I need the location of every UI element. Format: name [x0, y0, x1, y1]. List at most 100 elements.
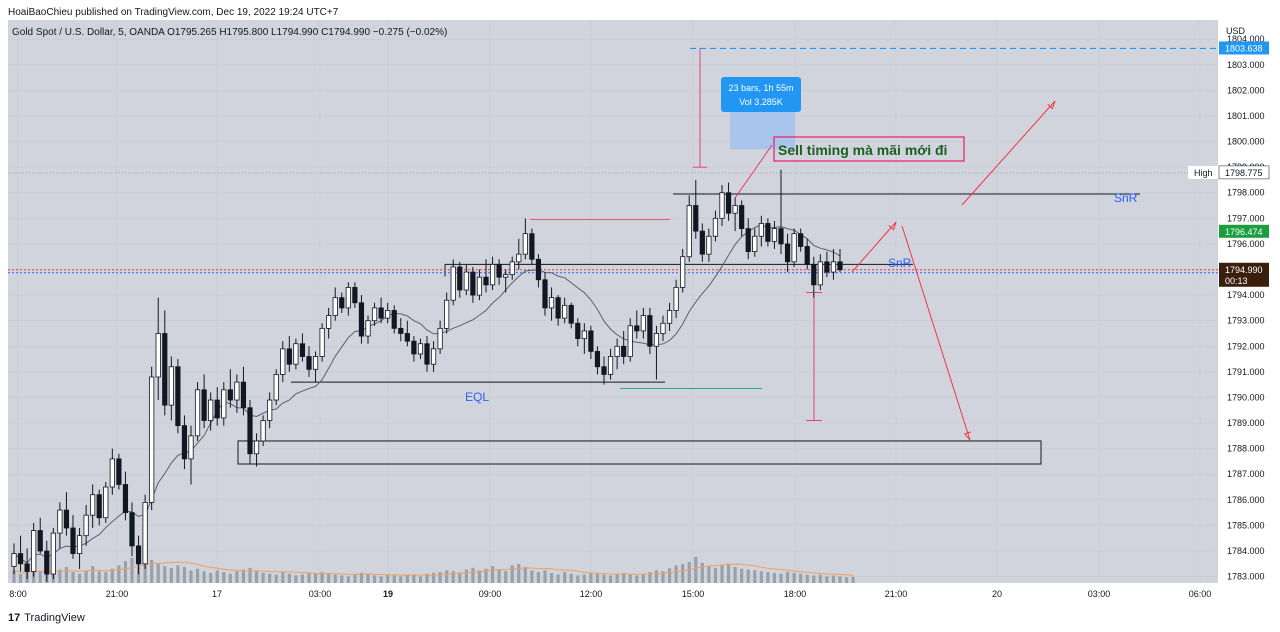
volume-bar [517, 564, 521, 583]
candle-body [24, 563, 30, 572]
candle-body [404, 333, 410, 342]
time-axis[interactable] [0, 583, 1218, 605]
candle-body [483, 276, 489, 286]
candle-body [555, 297, 561, 319]
y-tick-label: 1800.000 [1227, 137, 1265, 147]
candle-body [470, 271, 476, 296]
volume-bar [150, 559, 154, 583]
price-axis[interactable] [1218, 20, 1280, 583]
candle-body [444, 299, 450, 329]
volume-bar [615, 573, 619, 583]
y-tick-label: 1786.000 [1227, 495, 1265, 505]
candle-body [76, 535, 83, 554]
volume-bar [818, 574, 822, 583]
volume-bar [458, 572, 462, 583]
volume-bar [64, 567, 69, 583]
candle-body [332, 297, 338, 316]
volume-bar [261, 572, 265, 583]
projection-arrow-breakout [961, 100, 1056, 206]
y-tick-label: 1794.000 [1227, 290, 1265, 300]
candle-body [647, 315, 653, 347]
candle-body [371, 307, 378, 322]
candle-body [516, 253, 522, 263]
volume-bar [746, 569, 750, 583]
volume-bar [661, 571, 665, 583]
candle-body [398, 327, 404, 334]
candle-body [168, 366, 174, 406]
candle-body [706, 235, 712, 255]
volume-bar [431, 572, 436, 583]
volume-bar [667, 568, 672, 583]
volume-bar [418, 576, 423, 583]
candle-body [188, 435, 194, 460]
candle-body [319, 327, 325, 357]
candle-body [548, 297, 555, 309]
volume-bar [307, 572, 311, 583]
measure-range-box [730, 110, 795, 150]
volume-bar [805, 574, 809, 583]
candle-body [194, 389, 201, 437]
volume-bar [340, 575, 344, 583]
y-tick-label: 1801.000 [1227, 111, 1265, 121]
candle-body [208, 399, 214, 421]
candle-body [457, 266, 463, 291]
candle-body [712, 217, 719, 237]
candle-body [339, 297, 345, 309]
volume-bar [582, 574, 586, 583]
candle-body [817, 261, 823, 286]
measure-tooltip [721, 77, 801, 112]
volume-bar [300, 574, 305, 583]
volume-bar [412, 575, 416, 583]
candle-body [273, 374, 279, 401]
x-tick-label: 17 [212, 589, 222, 599]
candle-body [568, 304, 574, 324]
price-badge-label: 1803.638 [1225, 43, 1263, 53]
volume-bar [713, 567, 718, 583]
volume-bar [687, 562, 691, 583]
volume-bar [38, 571, 42, 583]
x-tick-label: 15:00 [682, 589, 705, 599]
price-badge-label: 1798.775 [1225, 168, 1263, 178]
volume-bar [359, 572, 364, 583]
candle-body [149, 376, 155, 503]
candle-body [634, 325, 640, 332]
candle-body [509, 261, 515, 276]
candle-body [391, 310, 397, 329]
volume-bar [228, 573, 232, 583]
volume-bar [556, 574, 560, 583]
candle-body [693, 205, 699, 232]
volume-bar [569, 573, 573, 583]
candle-body [142, 501, 148, 565]
candle-body [725, 192, 732, 214]
measure-vol-text: Vol 3.285K [739, 97, 783, 107]
volume-bar [189, 570, 193, 583]
candle-body [588, 330, 594, 352]
x-tick-label: 03:00 [1088, 589, 1111, 599]
y-tick-label: 1797.000 [1227, 213, 1265, 223]
candle-body [424, 343, 430, 365]
volume-bar [71, 572, 75, 583]
volume-bar [844, 577, 849, 583]
candle-body [752, 235, 758, 252]
candle-body [44, 550, 50, 575]
candle-body [607, 356, 614, 375]
volume-bar [294, 575, 298, 583]
candle-body [745, 228, 751, 252]
chart-plot-area[interactable] [8, 20, 1218, 583]
candle-body [385, 310, 391, 319]
candle-body [581, 330, 587, 340]
volume-bar [635, 575, 639, 583]
candle-body [535, 258, 542, 281]
note-text: Sell timing mà mãi mới đi [778, 142, 947, 158]
volume-bar [785, 572, 790, 583]
candle-body [739, 205, 745, 229]
volume-bar [720, 565, 724, 583]
tradingview-footer: 17 TradingView [8, 612, 85, 624]
candle-body [699, 230, 705, 255]
volume-bar [608, 575, 613, 583]
price-badge [1219, 262, 1269, 287]
y-tick-label: 1804.000 [1227, 34, 1265, 44]
volume-bar [281, 572, 285, 583]
x-tick-label: 03:00 [309, 589, 332, 599]
x-tick-label: 20 [992, 589, 1002, 599]
